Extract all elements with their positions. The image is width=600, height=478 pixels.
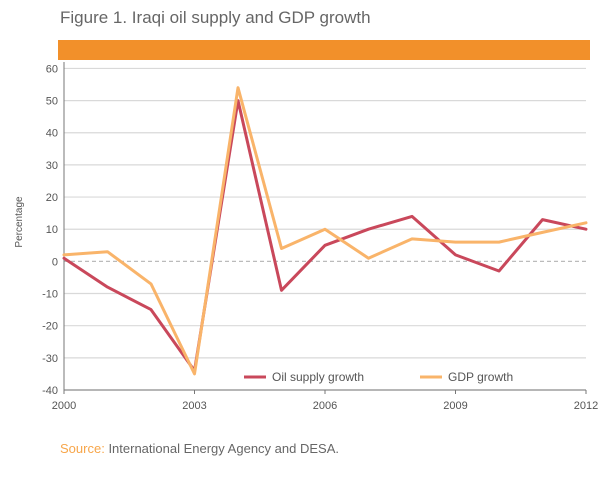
y-tick-label: -40: [42, 385, 58, 397]
title-banner: [58, 40, 590, 60]
x-tick-label: 2003: [182, 400, 206, 412]
y-axis-label: Percentage: [14, 196, 25, 248]
source-label: Source:: [60, 441, 105, 456]
y-tick-label: 30: [46, 160, 58, 172]
source-note: Source: International Energy Agency and …: [60, 441, 339, 456]
title-banner-bar: [58, 40, 590, 60]
x-tick-label: 2009: [443, 400, 467, 412]
y-tick-label: -30: [42, 353, 58, 365]
x-tick-label: 2006: [313, 400, 337, 412]
y-tick-label: 50: [46, 96, 58, 108]
axis-layer: 60 50 40 30 20 10 0 -10 -20 -30 -40 2000 2003 2006 200…: [42, 62, 598, 412]
source-text: International Energy Agency and DESA.: [108, 441, 339, 456]
legend-label: GDP growth: [448, 370, 513, 384]
y-tick-label: -20: [42, 321, 58, 333]
series-line-gdp: [62, 86, 588, 376]
x-tick-label: 2012: [574, 400, 598, 412]
series-line-oil-supply: [62, 99, 588, 373]
legend-label: Oil supply growth: [272, 370, 364, 384]
y-tick-label: 10: [46, 224, 58, 236]
figure-title: Figure 1. Iraqi oil supply and GDP growt…: [60, 8, 371, 27]
legend: Oil supply growth GDP growth: [244, 370, 513, 384]
y-tick-label: 20: [46, 192, 58, 204]
y-tick-label: 40: [46, 128, 58, 140]
y-tick-label: 60: [46, 63, 58, 75]
y-tick-label: 0: [52, 256, 58, 268]
y-tick-label: -10: [42, 289, 58, 301]
x-tick-label: 2000: [52, 400, 76, 412]
series-layer: [62, 86, 588, 376]
